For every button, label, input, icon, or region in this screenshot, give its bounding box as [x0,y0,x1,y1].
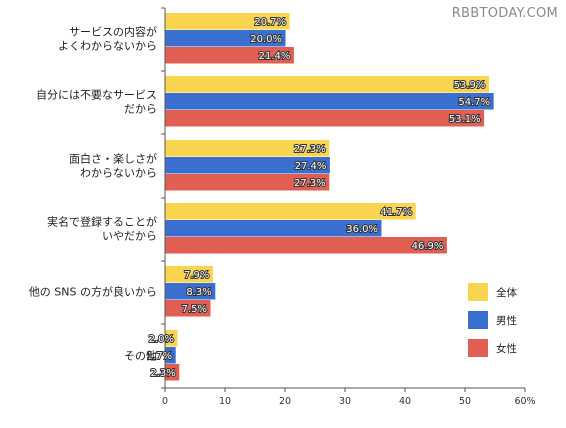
bar-value-label: 2.3% [150,368,175,379]
bar-全体 [165,266,213,283]
x-tick-label: 10 [219,396,231,407]
bar-男性 [165,157,330,174]
x-tick-label: 20 [279,396,291,407]
bar-value-label: 54.7% [458,97,490,108]
bar-value-label: 8.3% [186,287,211,298]
bar-value-label: 27.3% [294,178,326,189]
category-label: 実名で登録することが [47,215,157,229]
bar-女性 [165,110,485,127]
category-label: だから [124,103,157,116]
category-label: サービスの内容が [69,25,157,39]
legend-label: 男性 [496,314,517,327]
x-tick-label: 30 [339,396,351,407]
category-label: 他の SNS の方が良いから [29,285,157,299]
category-label: いやだから [102,230,157,243]
bar-全体 [165,13,290,30]
category-label: わからないから [80,167,157,180]
category-label: よくわからないから [58,40,157,53]
bar-value-label: 20.7% [254,17,286,28]
bar-value-label: 27.4% [295,161,327,172]
bar-男性 [165,93,494,110]
category-label: 自分には不要なサービス [36,89,157,102]
bar-全体 [165,140,330,157]
bar-女性 [165,364,180,381]
category-label: 面白さ・楽しさが [69,152,157,166]
bar-女性 [165,237,447,254]
bar-男性 [165,30,286,47]
bar-全体 [165,330,178,347]
bar-value-label: 20.0% [250,34,282,45]
bar-value-label: 7.9% [184,270,209,281]
bar-全体 [165,76,489,93]
bar-value-label: 53.9% [454,80,486,91]
bar-全体 [165,203,416,220]
x-tick-label: 0 [162,396,168,407]
bar-value-label: 2.0% [149,334,174,345]
category-label: その他 [124,350,157,363]
bar-value-label: 46.9% [412,241,444,252]
bar-女性 [165,300,211,317]
bar-value-label: 27.3% [294,144,326,155]
legend-label: 全体 [496,286,517,299]
x-tick-label: 50 [459,396,471,407]
bar-value-label: 1.7% [147,351,172,362]
watermark: RBBTODAY.COM [451,6,558,21]
bar-女性 [165,47,294,64]
bar-value-label: 53.1% [449,114,481,125]
bar-男性 [165,347,176,364]
legend-swatch [468,311,488,329]
legend-swatch [468,339,488,357]
legend-swatch [468,283,488,301]
x-tick-label: 60% [514,396,535,407]
bar-value-label: 41.7% [380,207,412,218]
x-tick-label: 40 [399,396,411,407]
legend-label: 女性 [496,342,517,355]
bar-男性 [165,220,382,237]
bar-value-label: 21.4% [259,51,291,62]
bar-女性 [165,174,330,191]
bar-value-label: 7.5% [182,304,207,315]
bar-value-label: 36.0% [346,224,378,235]
bar-男性 [165,283,216,300]
